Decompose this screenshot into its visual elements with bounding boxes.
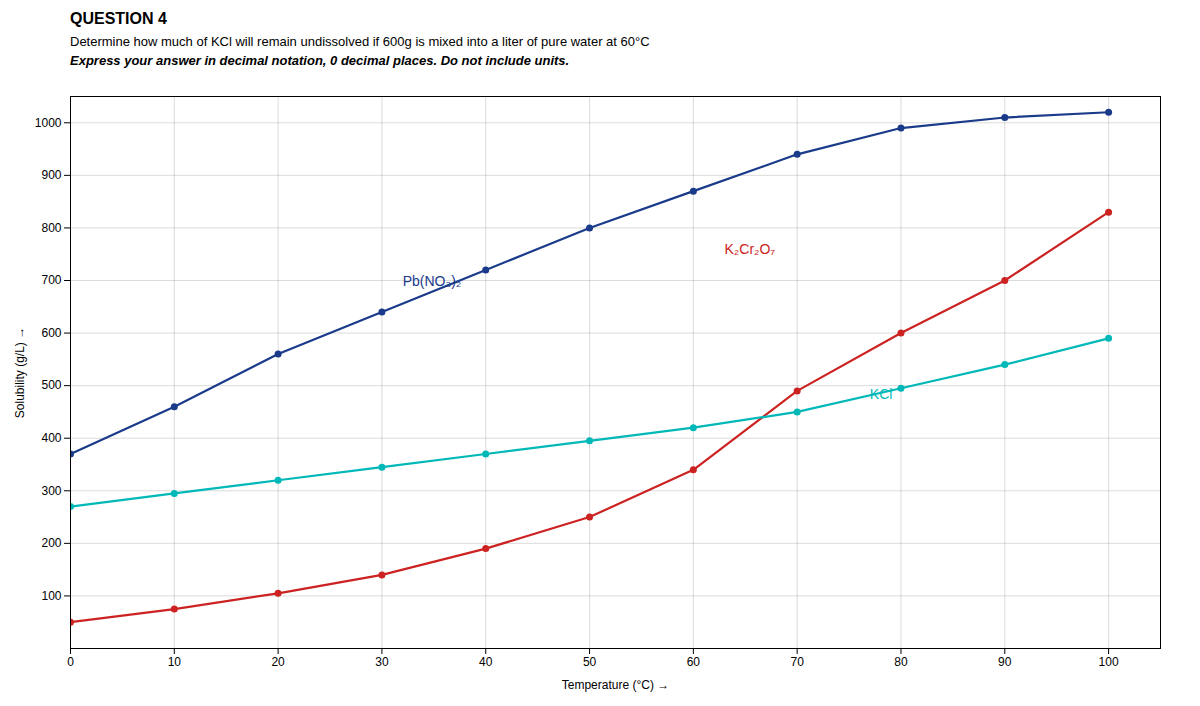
svg-text:70: 70 [790,655,804,669]
svg-text:800: 800 [41,221,61,235]
svg-text:300: 300 [41,484,61,498]
svg-text:100: 100 [1099,655,1119,669]
svg-text:KCl: KCl [870,386,893,402]
html-text:Determine how much of KCl will: Determine how much of KCl will remain un… [70,34,650,49]
svg-text:Solubility (g/L) →: Solubility (g/L) → [13,327,27,418]
svg-text:Pb(NO₃)₂: Pb(NO₃)₂ [403,273,462,289]
svg-text:50: 50 [583,655,597,669]
svg-text:1000: 1000 [35,116,62,130]
svg-text:60: 60 [687,655,701,669]
svg-text:700: 700 [41,273,61,287]
svg-text:30: 30 [375,655,389,669]
svg-text:0: 0 [67,655,74,669]
svg-text:10: 10 [168,655,182,669]
svg-text:900: 900 [41,168,61,182]
svg-text:Temperature (°C) →: Temperature (°C) → [562,678,670,692]
svg-text:100: 100 [41,589,61,603]
svg-text:40: 40 [479,655,493,669]
svg-text:80: 80 [894,655,908,669]
html-text:Express your answer in decimal: Express your answer in decimal notation,… [70,53,570,68]
svg-text:400: 400 [41,431,61,445]
html-text:QUESTION 4: QUESTION 4 [70,10,167,27]
svg-text:K₂Cr₂O₇: K₂Cr₂O₇ [725,241,776,257]
svg-text:200: 200 [41,536,61,550]
svg-text:600: 600 [41,326,61,340]
svg-text:90: 90 [998,655,1012,669]
svg-text:20: 20 [271,655,285,669]
svg-text:500: 500 [41,378,61,392]
